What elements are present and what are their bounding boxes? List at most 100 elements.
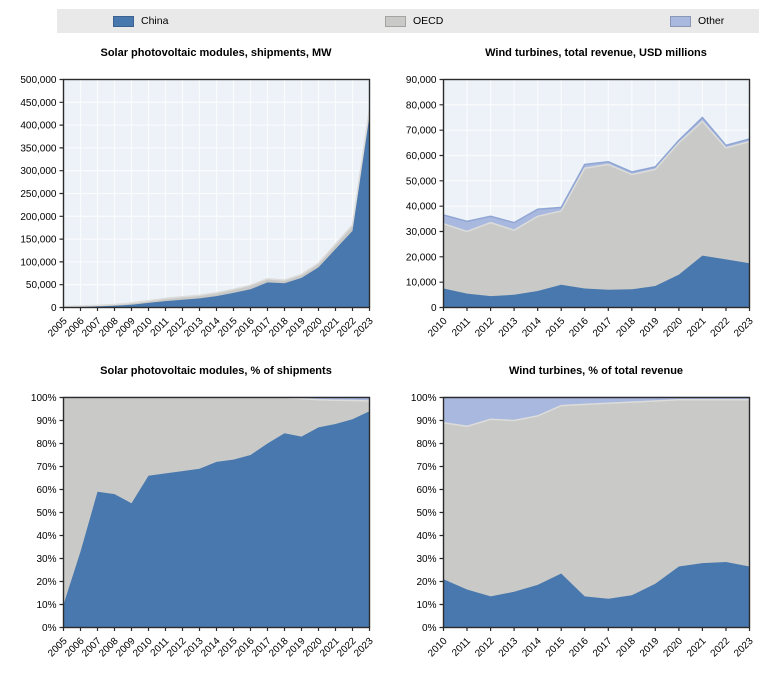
- x-tick-label: 2011: [450, 316, 473, 339]
- y-tick-label: 60,000: [406, 151, 437, 162]
- x-tick-label: 2023: [352, 636, 376, 660]
- x-tick-label: 2016: [567, 636, 591, 660]
- y-tick-label: 10,000: [406, 278, 437, 289]
- x-tick-label: 2023: [352, 316, 376, 340]
- x-tick-label: 2011: [450, 636, 473, 659]
- axis-ticks: [439, 78, 751, 311]
- y-tick-label: 70,000: [406, 126, 437, 137]
- chart-canvas-solar-share: 0%10%20%30%40%50%60%70%80%90%100%2005200…: [31, 393, 376, 660]
- y-tick-label: 80%: [36, 439, 56, 450]
- x-tick-label: 2012: [473, 316, 497, 340]
- y-tick-label: 30,000: [406, 227, 437, 238]
- y-tick-label: 20,000: [406, 252, 437, 263]
- axis-ticks: [59, 396, 371, 631]
- y-tick-label: 300,000: [20, 166, 57, 177]
- area-oecd: [443, 121, 750, 308]
- legend-item-china: China: [113, 9, 168, 33]
- x-tick-label: 2014: [520, 636, 544, 660]
- x-tick-label: 2017: [591, 316, 615, 340]
- y-tick-label: 90,000: [406, 75, 437, 86]
- y-tick-label: 0: [51, 303, 57, 314]
- area-edge-other: [443, 116, 750, 224]
- y-tick-label: 0%: [422, 623, 437, 634]
- legend-bar: China OECD Other: [57, 9, 759, 33]
- x-tick-label: 2022: [709, 316, 733, 340]
- y-tick-label: 0%: [42, 623, 57, 634]
- y-tick-label: 50,000: [26, 280, 57, 291]
- y-tick-label: 50,000: [406, 176, 437, 187]
- y-tick-label: 50%: [36, 508, 56, 519]
- x-tick-label: 2010: [426, 316, 450, 340]
- y-tick-label: 40,000: [406, 202, 437, 213]
- x-tick-label: 2013: [497, 636, 521, 660]
- x-tick-label: 2021: [685, 636, 709, 660]
- area-china: [443, 562, 750, 628]
- y-tick-label: 150,000: [20, 235, 57, 246]
- x-tick-label: 2020: [662, 316, 686, 340]
- x-tick-label: 2023: [732, 636, 756, 660]
- y-tick-label: 100%: [31, 393, 57, 404]
- x-tick-label: 2021: [685, 316, 709, 340]
- y-tick-label: 30%: [416, 554, 436, 565]
- axis-ticks: [439, 396, 751, 631]
- chart-panel-solar-share: Solar photovoltaic modules, % of shipmen…: [8, 364, 380, 673]
- y-tick-label: 60%: [416, 485, 436, 496]
- y-tick-label: 100,000: [20, 257, 57, 268]
- legend-swatch-other: [670, 15, 691, 27]
- y-tick-label: 60%: [36, 485, 56, 496]
- y-tick-label: 0: [431, 303, 437, 314]
- chart-panel-wind-share: Wind turbines, % of total revenue 0% 10% 2…: [388, 364, 760, 673]
- y-tick-label: 100%: [411, 393, 437, 404]
- y-tick-label: 80%: [416, 439, 436, 450]
- y-tick-label: 350,000: [20, 143, 57, 154]
- y-tick-label: 10%: [36, 600, 56, 611]
- y-tick-label: 40%: [36, 531, 56, 542]
- area-edge-oecd: [63, 108, 371, 308]
- x-tick-label: 2015: [544, 316, 568, 340]
- x-tick-label: 2020: [662, 636, 686, 660]
- chart-panel-solar-shipments: Solar photovoltaic modules, shipments, M…: [8, 46, 380, 358]
- y-tick-label: 30%: [36, 554, 56, 565]
- y-tick-label: 80,000: [406, 100, 437, 111]
- y-tick-label: 70%: [36, 462, 56, 473]
- legend-label-other: Other: [698, 15, 725, 27]
- axis-ticks: [59, 78, 371, 311]
- x-tick-label: 2016: [567, 316, 591, 340]
- y-tick-label: 250,000: [20, 189, 57, 200]
- chart-canvas-wind-revenue: 0 10,000 20,000 30,000 40,000 50,000 60,000 70,…: [406, 75, 756, 340]
- chart-canvas-wind-share: 0%10%20%30%40%50%60%70%80%90%100%2010 201…: [411, 393, 756, 660]
- x-tick-label: 2022: [709, 636, 733, 660]
- x-tick-label: 2018: [614, 316, 638, 340]
- x-tick-label: 2015: [544, 636, 568, 660]
- y-tick-label: 10%: [416, 600, 436, 611]
- x-tick-label: 2014: [520, 316, 544, 340]
- legend-label-oecd: OECD: [413, 15, 444, 27]
- x-tick-label: 2018: [614, 636, 638, 660]
- chart-title-solar-shipments: Solar photovoltaic modules, shipments, M…: [100, 47, 332, 59]
- area-edge-oecd: [443, 399, 750, 428]
- area-china: [63, 411, 370, 628]
- area-oecd: [443, 399, 750, 628]
- area-china: [443, 255, 750, 308]
- chart-panel-wind-revenue: Wind turbines, total revenue, USD millio…: [388, 46, 760, 358]
- x-tick-label: 2019: [638, 316, 662, 340]
- legend-swatch-oecd: [385, 15, 406, 27]
- y-tick-label: 90%: [416, 416, 436, 427]
- x-tick-label: 2010: [426, 636, 450, 660]
- chart-canvas-solar-shipments: 0 50,000 100,000 150,000 200,000 250,000 300,0…: [20, 75, 376, 340]
- legend-label-china: China: [141, 15, 169, 27]
- y-tick-label: 500,000: [20, 75, 57, 86]
- y-tick-label: 450,000: [20, 98, 57, 109]
- legend-swatch-china: [113, 15, 134, 27]
- y-tick-label: 20%: [416, 577, 436, 588]
- chart-title-solar-share: Solar photovoltaic modules, % of shipmen…: [100, 365, 332, 377]
- legend-item-oecd: OECD: [385, 9, 443, 33]
- y-tick-label: 40%: [416, 531, 436, 542]
- x-tick-label: 2012: [473, 636, 497, 660]
- area-china: [63, 116, 370, 308]
- chart-title-wind-share: Wind turbines, % of total revenue: [508, 365, 684, 377]
- x-tick-label: 2023: [732, 316, 756, 340]
- y-tick-label: 20%: [36, 577, 56, 588]
- y-tick-label: 400,000: [20, 121, 57, 132]
- x-tick-label: 2013: [497, 316, 521, 340]
